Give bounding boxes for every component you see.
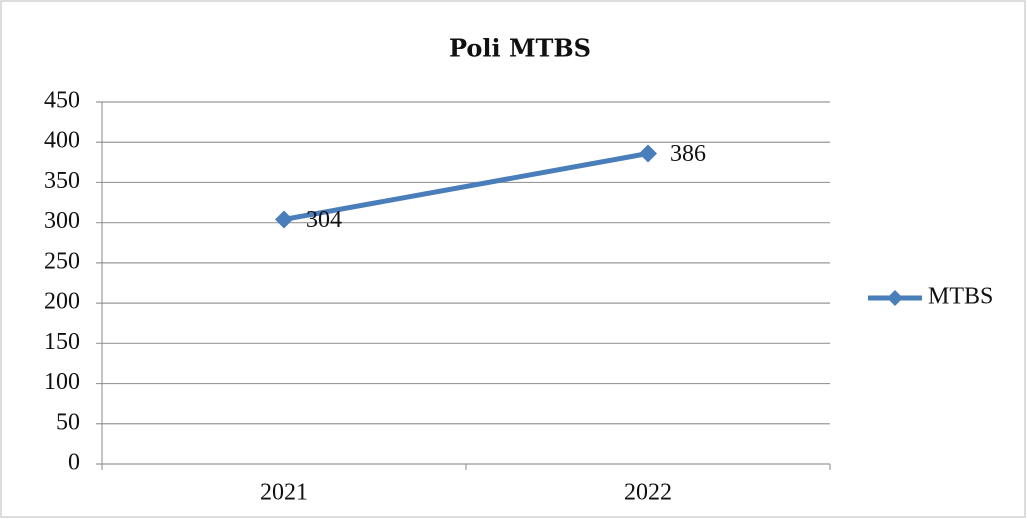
y-tick-label: 150 (44, 329, 80, 355)
y-tick-label: 350 (44, 168, 80, 194)
data-label: 386 (670, 141, 706, 167)
y-tick-label: 200 (44, 289, 80, 315)
marker (639, 144, 657, 163)
y-tick-label: 0 (68, 450, 80, 476)
legend-label: MTBS (928, 284, 993, 310)
y-tick-label: 450 (44, 88, 80, 114)
y-tick-label: 400 (44, 128, 80, 154)
series-line (283, 151, 649, 222)
y-tick-label: 250 (44, 248, 80, 274)
marker (275, 210, 293, 229)
chart-title: Poli MTBS (449, 34, 591, 63)
legend-marker (887, 290, 903, 306)
y-tick-label: 300 (44, 208, 80, 234)
y-tick-label: 100 (44, 369, 80, 395)
x-tick-label: 2022 (624, 480, 672, 506)
data-label: 304 (306, 207, 342, 233)
x-tick-label: 2021 (260, 480, 308, 506)
y-tick-label: 50 (56, 409, 80, 435)
